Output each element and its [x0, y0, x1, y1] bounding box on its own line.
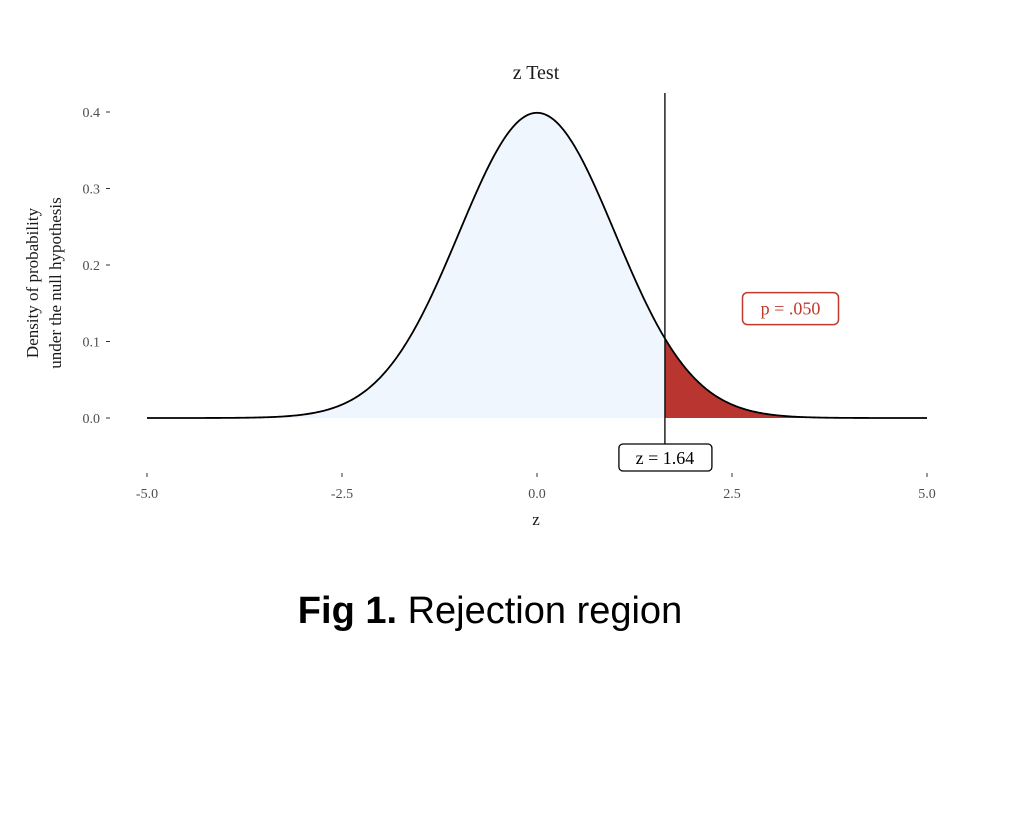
- figure-caption: Fig 1. Rejection region: [0, 590, 980, 633]
- y-axis-title-line-2: under the null hypothesis: [46, 197, 65, 368]
- acceptance-area: [147, 112, 665, 418]
- p-value-label-box: [741, 291, 840, 326]
- x-tick-label: 5.0: [918, 487, 936, 502]
- critical-value-label: z = 1.64: [636, 448, 695, 468]
- y-tick-label: 0.1: [83, 336, 101, 351]
- rejection-region-area: [664, 338, 927, 418]
- y-tick-label: 0.3: [83, 183, 101, 198]
- y-tick-label: 0.2: [83, 259, 101, 274]
- chart-title: z Test: [513, 62, 560, 84]
- density-curve: [147, 111, 927, 419]
- x-tick-label: 0.0: [528, 487, 546, 502]
- figure-caption-text: Rejection region: [397, 590, 683, 632]
- y-axis-title: Density of probability under the null hy…: [23, 197, 65, 368]
- plot-area: 0.0 0.1 0.2 0.3 0.4 -5.0 -2.5 0.0 2.5 5.0 z = 1.64…: [83, 93, 936, 502]
- z-test-chart: z Test 0.0 0.1 0.2 0.3 0.4 -5.0 -2.5 0.0 2.5 5.0 z…: [23, 62, 936, 529]
- critical-value-label-box: [618, 443, 713, 472]
- y-axis-title-line-1: Density of probability: [23, 207, 42, 358]
- y-tick-label: 0.4: [83, 106, 101, 121]
- x-tick-label: -5.0: [136, 487, 158, 502]
- p-value-label: p = .050: [761, 299, 821, 319]
- x-axis-title: z: [532, 510, 540, 529]
- x-tick-label: -2.5: [331, 487, 353, 502]
- figure-caption-number: Fig 1.: [297, 590, 398, 632]
- x-tick-label: 2.5: [723, 487, 741, 502]
- y-tick-label: 0.0: [83, 412, 101, 427]
